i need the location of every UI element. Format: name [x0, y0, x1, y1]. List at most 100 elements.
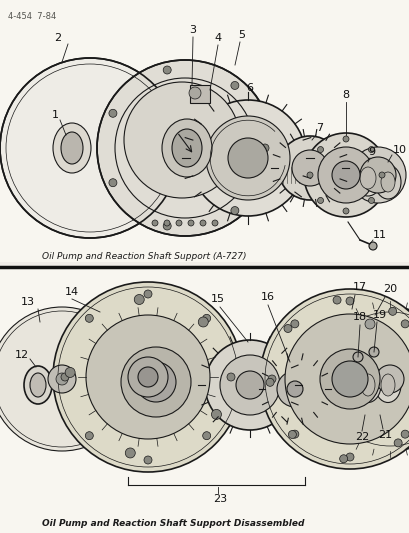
Circle shape: [202, 432, 210, 440]
Circle shape: [97, 60, 272, 236]
Circle shape: [236, 371, 263, 399]
Circle shape: [164, 220, 170, 226]
Text: 9: 9: [368, 147, 375, 157]
Circle shape: [138, 367, 157, 387]
Circle shape: [267, 375, 275, 383]
Ellipse shape: [374, 165, 400, 199]
Circle shape: [400, 430, 408, 438]
Ellipse shape: [380, 374, 394, 396]
Circle shape: [319, 349, 379, 409]
Text: 22: 22: [354, 432, 368, 442]
Circle shape: [205, 116, 289, 200]
Circle shape: [152, 220, 157, 226]
Text: 13: 13: [21, 297, 35, 307]
Circle shape: [144, 456, 152, 464]
Circle shape: [264, 359, 324, 419]
Circle shape: [303, 133, 387, 217]
Circle shape: [339, 455, 347, 463]
Ellipse shape: [353, 160, 381, 196]
Ellipse shape: [53, 123, 91, 173]
Circle shape: [53, 282, 243, 472]
Circle shape: [198, 317, 208, 327]
Text: 1: 1: [52, 110, 58, 120]
Circle shape: [230, 207, 238, 215]
Circle shape: [290, 430, 298, 438]
Circle shape: [200, 220, 205, 226]
Circle shape: [220, 355, 279, 415]
Circle shape: [286, 381, 302, 397]
Circle shape: [211, 409, 221, 419]
Circle shape: [109, 109, 117, 117]
Text: Oil Pump and Reaction Shaft Support (A-727): Oil Pump and Reaction Shaft Support (A-7…: [42, 252, 246, 261]
Circle shape: [163, 66, 171, 74]
Text: 4-454  7-84: 4-454 7-84: [8, 12, 56, 21]
Circle shape: [368, 197, 373, 204]
Bar: [0, 267, 409, 533]
Circle shape: [211, 220, 218, 226]
Text: 3: 3: [189, 25, 196, 35]
Ellipse shape: [61, 132, 83, 164]
Circle shape: [204, 340, 294, 430]
Text: 23: 23: [212, 494, 227, 504]
Circle shape: [56, 373, 68, 385]
Circle shape: [345, 297, 353, 305]
Circle shape: [227, 373, 234, 381]
Ellipse shape: [360, 374, 374, 396]
Text: 20: 20: [382, 284, 396, 294]
Circle shape: [283, 325, 291, 333]
Circle shape: [364, 319, 374, 329]
Text: 6: 6: [246, 83, 253, 93]
Text: 21: 21: [377, 430, 391, 440]
Circle shape: [265, 378, 273, 386]
Bar: [189, 85, 209, 103]
Circle shape: [128, 357, 168, 397]
Circle shape: [124, 82, 239, 198]
Circle shape: [277, 136, 341, 200]
Circle shape: [284, 314, 409, 444]
Circle shape: [86, 315, 209, 439]
Circle shape: [144, 290, 152, 298]
Text: 8: 8: [342, 90, 349, 100]
Ellipse shape: [354, 367, 380, 402]
Text: 14: 14: [65, 287, 79, 297]
Circle shape: [388, 308, 396, 316]
Circle shape: [230, 82, 238, 90]
Circle shape: [349, 147, 405, 203]
Ellipse shape: [380, 172, 394, 192]
Circle shape: [317, 197, 323, 204]
Circle shape: [345, 453, 353, 461]
Text: 2: 2: [54, 33, 61, 43]
Circle shape: [259, 289, 409, 469]
Circle shape: [163, 222, 171, 230]
Circle shape: [368, 347, 378, 357]
Circle shape: [291, 150, 327, 186]
Circle shape: [134, 295, 144, 304]
Circle shape: [85, 314, 93, 322]
Circle shape: [317, 307, 409, 451]
Circle shape: [317, 147, 373, 203]
Text: 12: 12: [15, 350, 29, 360]
Circle shape: [290, 320, 298, 328]
Circle shape: [332, 296, 340, 304]
Ellipse shape: [162, 119, 211, 177]
Text: 5: 5: [238, 30, 245, 40]
Ellipse shape: [359, 167, 375, 189]
Circle shape: [359, 157, 395, 193]
Circle shape: [342, 208, 348, 214]
Circle shape: [331, 361, 367, 397]
Circle shape: [0, 307, 134, 451]
Text: 19: 19: [372, 310, 386, 320]
Circle shape: [368, 242, 376, 250]
Bar: [0, 0, 409, 262]
Circle shape: [317, 147, 323, 152]
Circle shape: [202, 314, 210, 322]
Circle shape: [261, 144, 268, 152]
Circle shape: [375, 365, 403, 393]
Circle shape: [331, 161, 359, 189]
Circle shape: [352, 352, 362, 362]
Text: 7: 7: [316, 123, 323, 133]
Circle shape: [136, 362, 175, 402]
Circle shape: [125, 448, 135, 458]
Circle shape: [189, 100, 305, 216]
Circle shape: [65, 367, 75, 377]
